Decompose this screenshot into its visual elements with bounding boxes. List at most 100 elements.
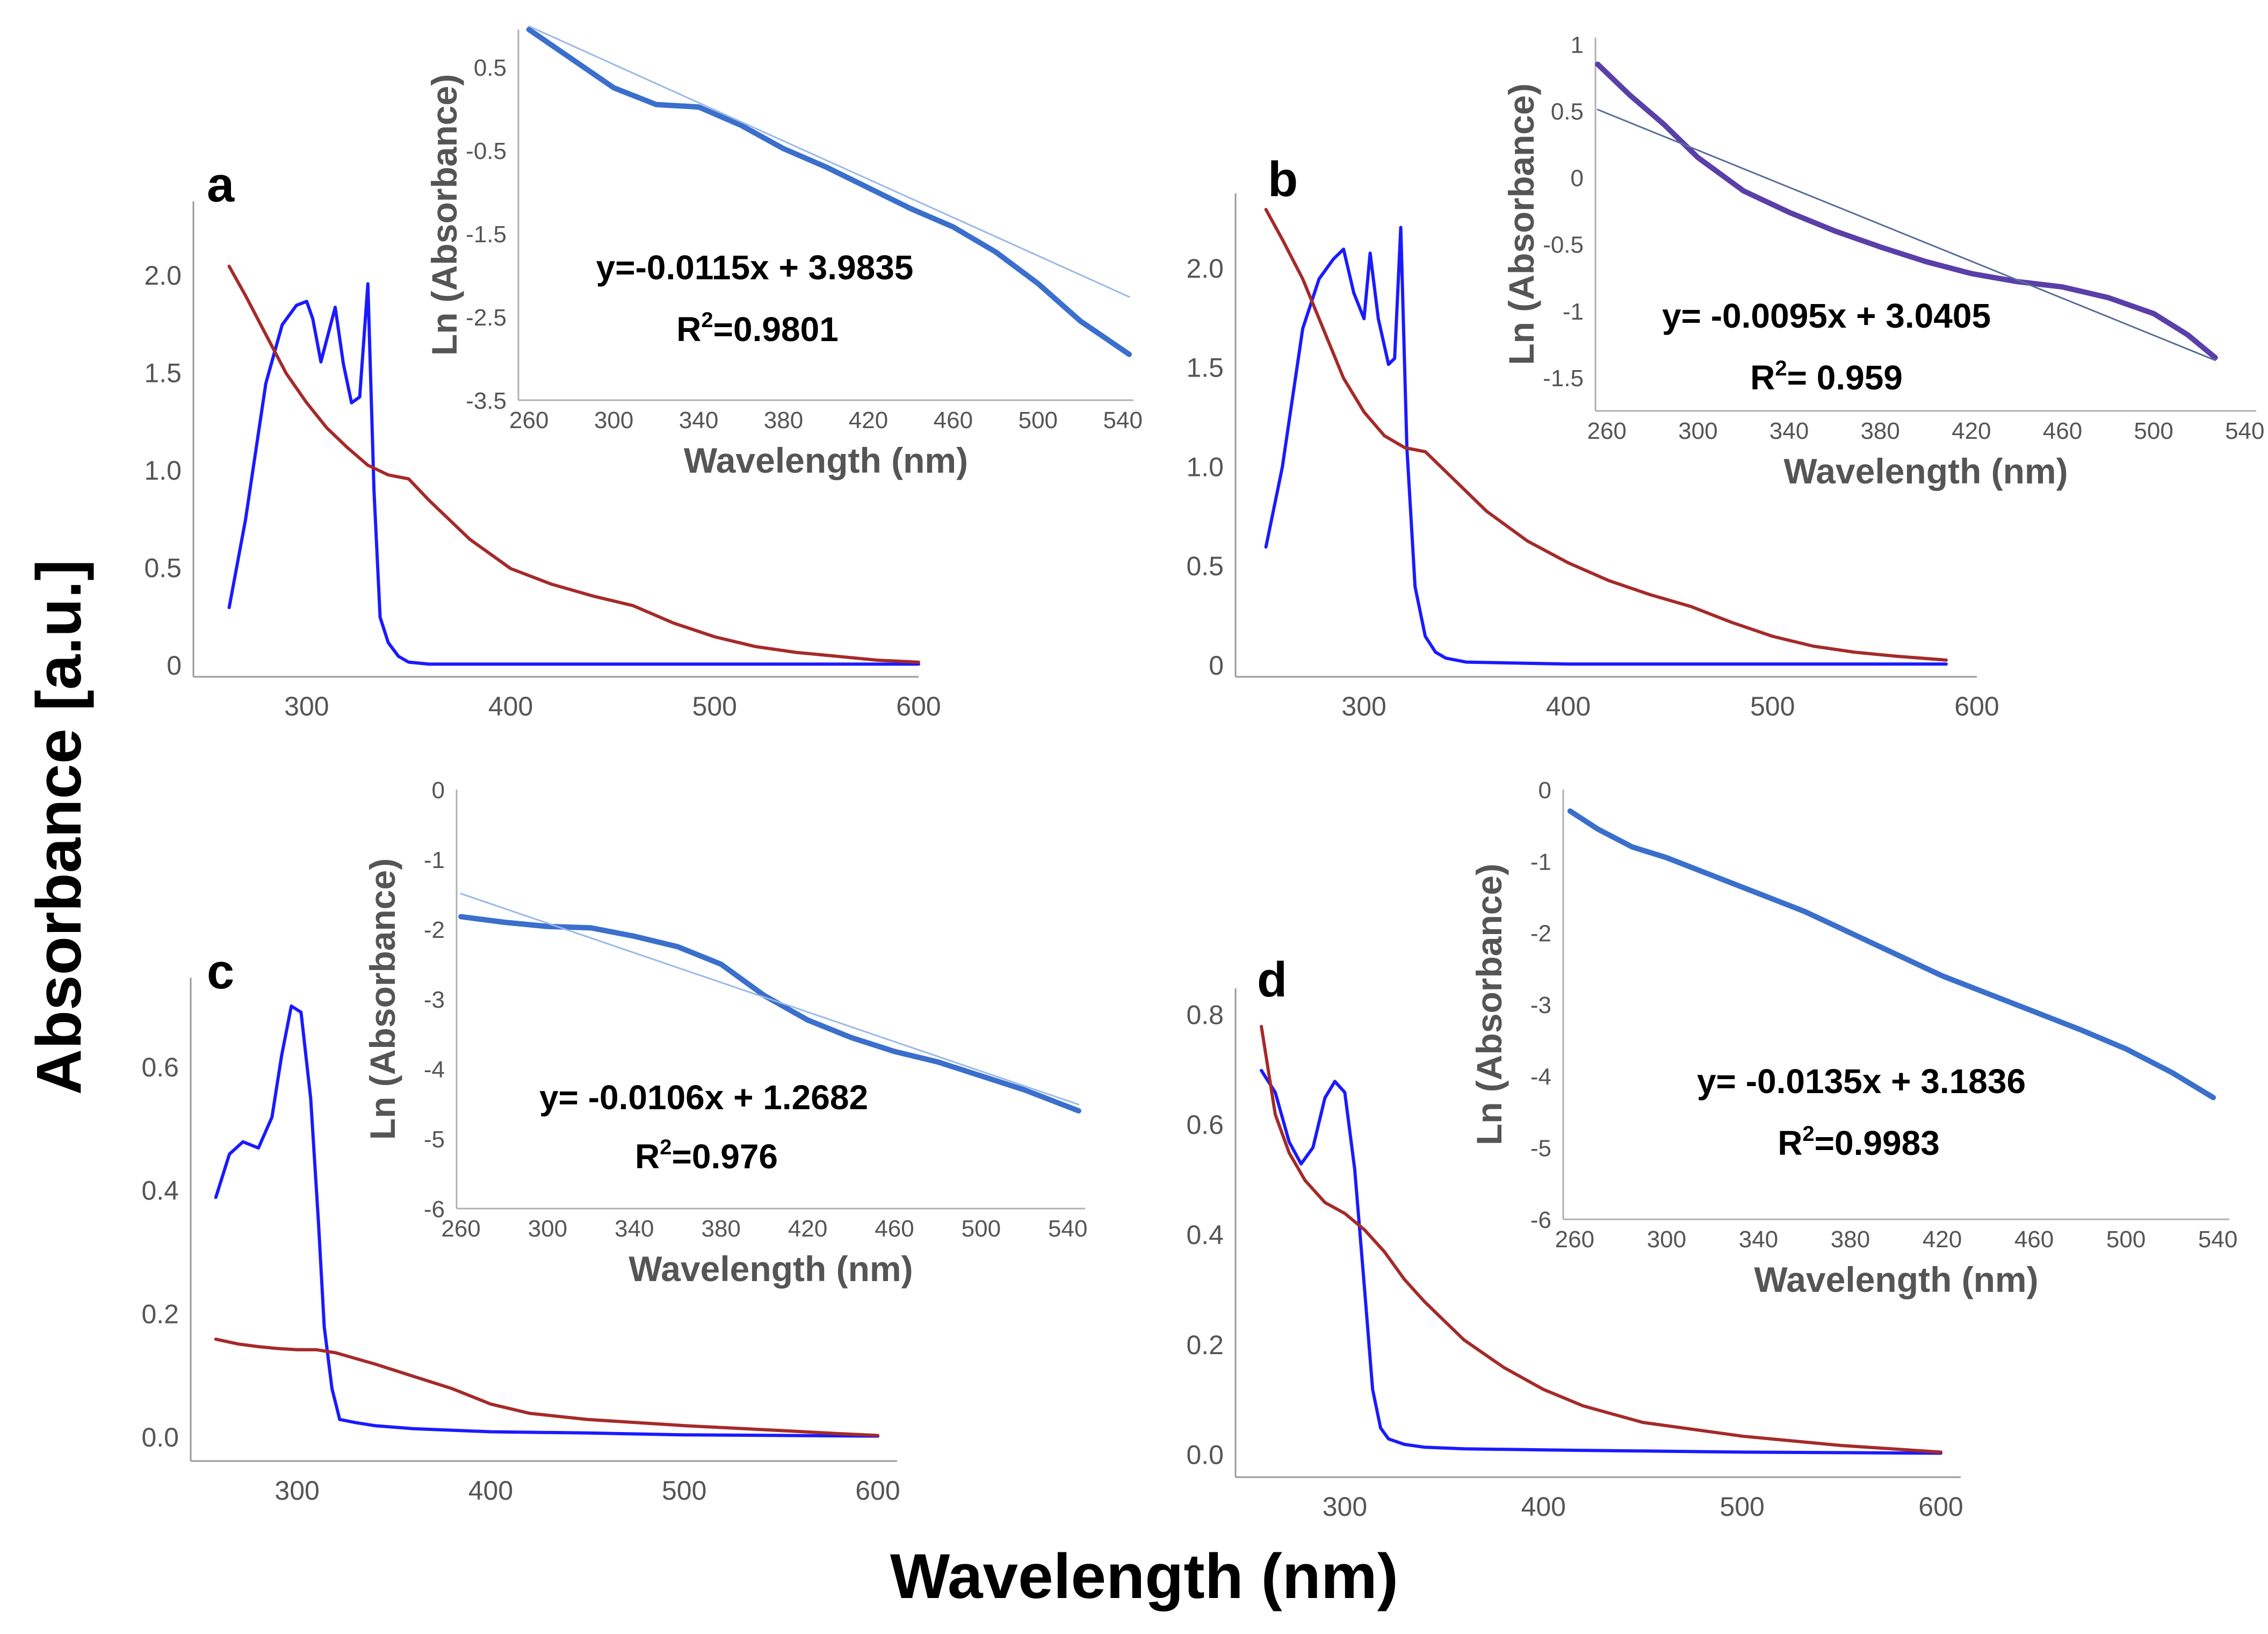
- x-tick-label: 500: [1750, 691, 1795, 721]
- chart-a-main: 0 0.5 1.0 1.5 2.0 300 400 500 600: [144, 201, 941, 721]
- y-tick-label: 2.0: [144, 261, 182, 291]
- panel-label-d: d: [1257, 952, 1287, 1007]
- series-line-ln: [1567, 808, 2216, 1101]
- chart-b-main: 0 0.5 1.0 1.5 2.0 300 400 500 600: [1186, 193, 1999, 721]
- inset-x-label: Wavelength (nm): [1754, 1260, 2038, 1299]
- x-tick-label: 380: [701, 1216, 740, 1242]
- series-line-fit: [528, 25, 1130, 298]
- y-tick-label: -1.5: [1543, 365, 1584, 392]
- x-tick-label: 500: [962, 1216, 1001, 1242]
- x-tick-label: 300: [1341, 691, 1386, 721]
- y-tick-label: 0.5: [1186, 551, 1224, 581]
- x-tick-label: 260: [1587, 418, 1626, 444]
- y-tick-label: 0: [167, 650, 182, 681]
- x-tick-label: 420: [788, 1216, 827, 1242]
- inset-y-label: Ln (Absorbance): [424, 74, 464, 356]
- x-tick-label: 260: [509, 407, 548, 433]
- equation-d: y= -0.0135x + 3.1836: [1697, 1062, 2026, 1101]
- y-tick-label: 0.5: [474, 55, 507, 81]
- y-tick-label: -1: [424, 847, 445, 873]
- y-tick-label: 0: [432, 777, 445, 804]
- series-line-fit: [1597, 109, 2216, 361]
- x-tick-label: 500: [2106, 1226, 2146, 1253]
- equation-b: y= -0.0095x + 3.0405: [1662, 297, 1991, 335]
- inset-y-label: Ln (Absorbance): [1501, 83, 1541, 365]
- series-line-fit: [460, 893, 1080, 1105]
- inset-x-label: Wavelength (nm): [1783, 451, 2068, 491]
- chart-d-main: 0.0 0.2 0.4 0.6 0.8 300 400 500 600: [1186, 988, 1963, 1522]
- series-line-blue: [1264, 226, 1948, 666]
- y-tick-label: 0: [1571, 165, 1584, 192]
- y-tick-label: 0.2: [141, 1299, 179, 1329]
- series-line-ln: [458, 914, 1081, 1114]
- y-tick-label: 2.0: [1186, 254, 1224, 284]
- series-line-red: [214, 1337, 879, 1437]
- series-line-ln: [526, 27, 1132, 357]
- global-y-label: Absorbance [a.u.]: [24, 560, 95, 1095]
- y-tick-label: 0.4: [141, 1176, 179, 1206]
- y-tick-label: -2: [424, 917, 445, 943]
- y-tick-label: -4: [424, 1057, 445, 1083]
- x-tick-label: 340: [615, 1216, 654, 1242]
- series-line-ln: [1595, 61, 2218, 360]
- y-tick-label: -4: [1530, 1064, 1551, 1090]
- r2-c: R2=0.976: [635, 1136, 778, 1176]
- y-tick-label: 0: [1539, 777, 1551, 804]
- x-tick-label: 300: [1678, 418, 1717, 444]
- x-tick-label: 380: [1831, 1226, 1870, 1253]
- panel-label-c: c: [207, 944, 234, 999]
- y-tick-label: 0.0: [141, 1422, 179, 1452]
- x-tick-label: 540: [2198, 1226, 2237, 1253]
- x-tick-label: 540: [1048, 1216, 1087, 1242]
- x-tick-label: 300: [284, 691, 329, 721]
- series-line-blue: [214, 1004, 879, 1438]
- y-tick-label: -2.5: [466, 305, 507, 331]
- y-tick-label: 0.6: [1186, 1110, 1224, 1140]
- x-tick-label: 300: [1323, 1492, 1367, 1522]
- global-x-label: Wavelength (nm): [890, 1541, 1398, 1612]
- x-tick-label: 600: [1954, 691, 1999, 721]
- inset-x-label: Wavelength (nm): [629, 1249, 913, 1289]
- y-tick-label: 0.6: [141, 1052, 179, 1082]
- x-tick-label: 380: [1860, 418, 1899, 444]
- y-tick-label: -1: [1563, 299, 1584, 325]
- x-tick-label: 600: [896, 691, 941, 721]
- y-tick-label: -3.5: [466, 388, 507, 414]
- r2-d: R2=0.9983: [1778, 1122, 1940, 1162]
- y-tick-label: 0.4: [1186, 1220, 1224, 1250]
- y-tick-label: -6: [1530, 1207, 1551, 1233]
- x-tick-label: 380: [764, 407, 803, 433]
- x-tick-label: 400: [1546, 691, 1591, 721]
- panel-label-a: a: [207, 157, 235, 212]
- y-tick-label: -3: [424, 987, 445, 1013]
- chart-c-main: 0.0 0.2 0.4 0.6 300 400 500 600: [141, 978, 900, 1506]
- panel-label-b: b: [1268, 152, 1298, 207]
- x-tick-label: 460: [875, 1216, 914, 1242]
- y-tick-label: -2: [1530, 921, 1551, 947]
- x-tick-label: 300: [1647, 1226, 1686, 1253]
- y-tick-label: -5: [1530, 1136, 1551, 1162]
- x-tick-label: 500: [662, 1476, 706, 1506]
- x-tick-label: 500: [692, 691, 737, 721]
- x-tick-label: 340: [679, 407, 718, 433]
- y-tick-label: 1.5: [144, 358, 182, 388]
- x-tick-label: 460: [2014, 1226, 2054, 1253]
- x-tick-label: 540: [1103, 407, 1143, 433]
- y-tick-label: -5: [424, 1126, 445, 1153]
- y-tick-label: 0.2: [1186, 1330, 1224, 1360]
- y-tick-label: 1.0: [144, 456, 182, 486]
- r2-b: R2= 0.959: [1750, 357, 1903, 397]
- x-tick-label: 500: [2134, 418, 2173, 444]
- x-tick-label: 420: [1923, 1226, 1962, 1253]
- y-tick-label: -1: [1530, 849, 1551, 875]
- x-tick-label: 420: [1952, 418, 1991, 444]
- inset-y-label: Ln (Absorbance): [1469, 864, 1509, 1145]
- x-tick-label: 540: [2225, 418, 2264, 444]
- y-tick-label: -3: [1530, 992, 1551, 1018]
- x-tick-label: 400: [488, 691, 533, 721]
